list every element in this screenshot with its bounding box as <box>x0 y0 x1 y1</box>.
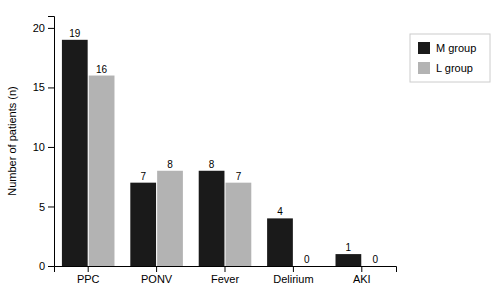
y-tick-label: 20 <box>33 22 45 34</box>
y-tick-mark <box>48 147 54 148</box>
x-tick-mark <box>293 266 294 272</box>
x-tick-mark <box>225 266 226 272</box>
bar <box>226 183 252 266</box>
x-tick-label: Delirium <box>273 273 313 285</box>
y-tick-label: 15 <box>33 81 45 93</box>
bar <box>294 266 320 267</box>
data-label: 7 <box>140 171 146 182</box>
legend-item: L group <box>418 62 473 74</box>
x-tick-mark <box>361 266 362 272</box>
x-tick-label: PONV <box>141 273 173 285</box>
data-label: 19 <box>69 28 81 39</box>
data-label: 16 <box>96 64 108 75</box>
data-label: 8 <box>209 159 215 170</box>
bars <box>62 40 361 266</box>
legend-frame <box>410 34 490 82</box>
x-tick: AKI <box>353 266 371 285</box>
x-tick-label: AKI <box>353 273 371 285</box>
y-tick-label: 0 <box>39 260 45 272</box>
legend-swatch <box>418 42 430 54</box>
bar <box>267 218 293 266</box>
y-tick-mark <box>48 28 54 29</box>
x-axis: PPC PONV Fever Delirium AKI <box>55 266 397 285</box>
y-tick-mark <box>48 266 54 267</box>
data-label: 0 <box>304 254 310 265</box>
y-tick-label: 10 <box>33 141 45 153</box>
legend-swatch <box>418 62 430 74</box>
x-tick: Fever <box>211 266 239 285</box>
y-tick-mark <box>48 206 54 207</box>
y-tick: 0 <box>39 260 54 272</box>
bar <box>62 40 88 266</box>
bar <box>362 266 388 267</box>
legend-label: M group <box>436 42 476 54</box>
plot: 197841168700PPCPONVFeverDeliriumAKI05101… <box>6 17 397 285</box>
y-axis: 0 5 10 15 20 <box>33 17 55 273</box>
y-tick: 10 <box>33 141 54 153</box>
y-axis-title: Number of patients (n) <box>6 86 18 195</box>
x-tick: PPC <box>77 266 100 285</box>
data-labels: 19 7 8 4 1 16 8 7 0 0 <box>69 28 378 265</box>
data-label: 0 <box>372 254 378 265</box>
y-axis-line <box>48 17 55 267</box>
x-tick-mark <box>156 266 157 272</box>
bar <box>199 171 225 266</box>
bar <box>89 76 115 266</box>
bar <box>157 171 183 266</box>
data-label: 1 <box>346 242 352 253</box>
legend: M group L group <box>410 34 490 82</box>
data-label: 7 <box>236 171 242 182</box>
y-tick-mark <box>48 87 54 88</box>
x-tick: PONV <box>141 266 173 285</box>
chart: 197841168700PPCPONVFeverDeliriumAKI05101… <box>0 0 500 294</box>
x-tick-mark <box>88 266 89 272</box>
data-label: 4 <box>277 206 283 217</box>
x-tick: Delirium <box>273 266 313 285</box>
y-tick: 20 <box>33 22 54 34</box>
x-tick-label: PPC <box>77 273 100 285</box>
x-tick-label: Fever <box>211 273 239 285</box>
x-axis-line <box>55 267 397 273</box>
y-tick: 5 <box>39 200 54 212</box>
y-tick-label: 5 <box>39 200 45 212</box>
data-label: 8 <box>167 159 173 170</box>
legend-label: L group <box>436 62 473 74</box>
bar <box>336 254 362 266</box>
legend-item: M group <box>418 42 476 54</box>
y-tick: 15 <box>33 81 54 93</box>
bar <box>130 183 156 266</box>
